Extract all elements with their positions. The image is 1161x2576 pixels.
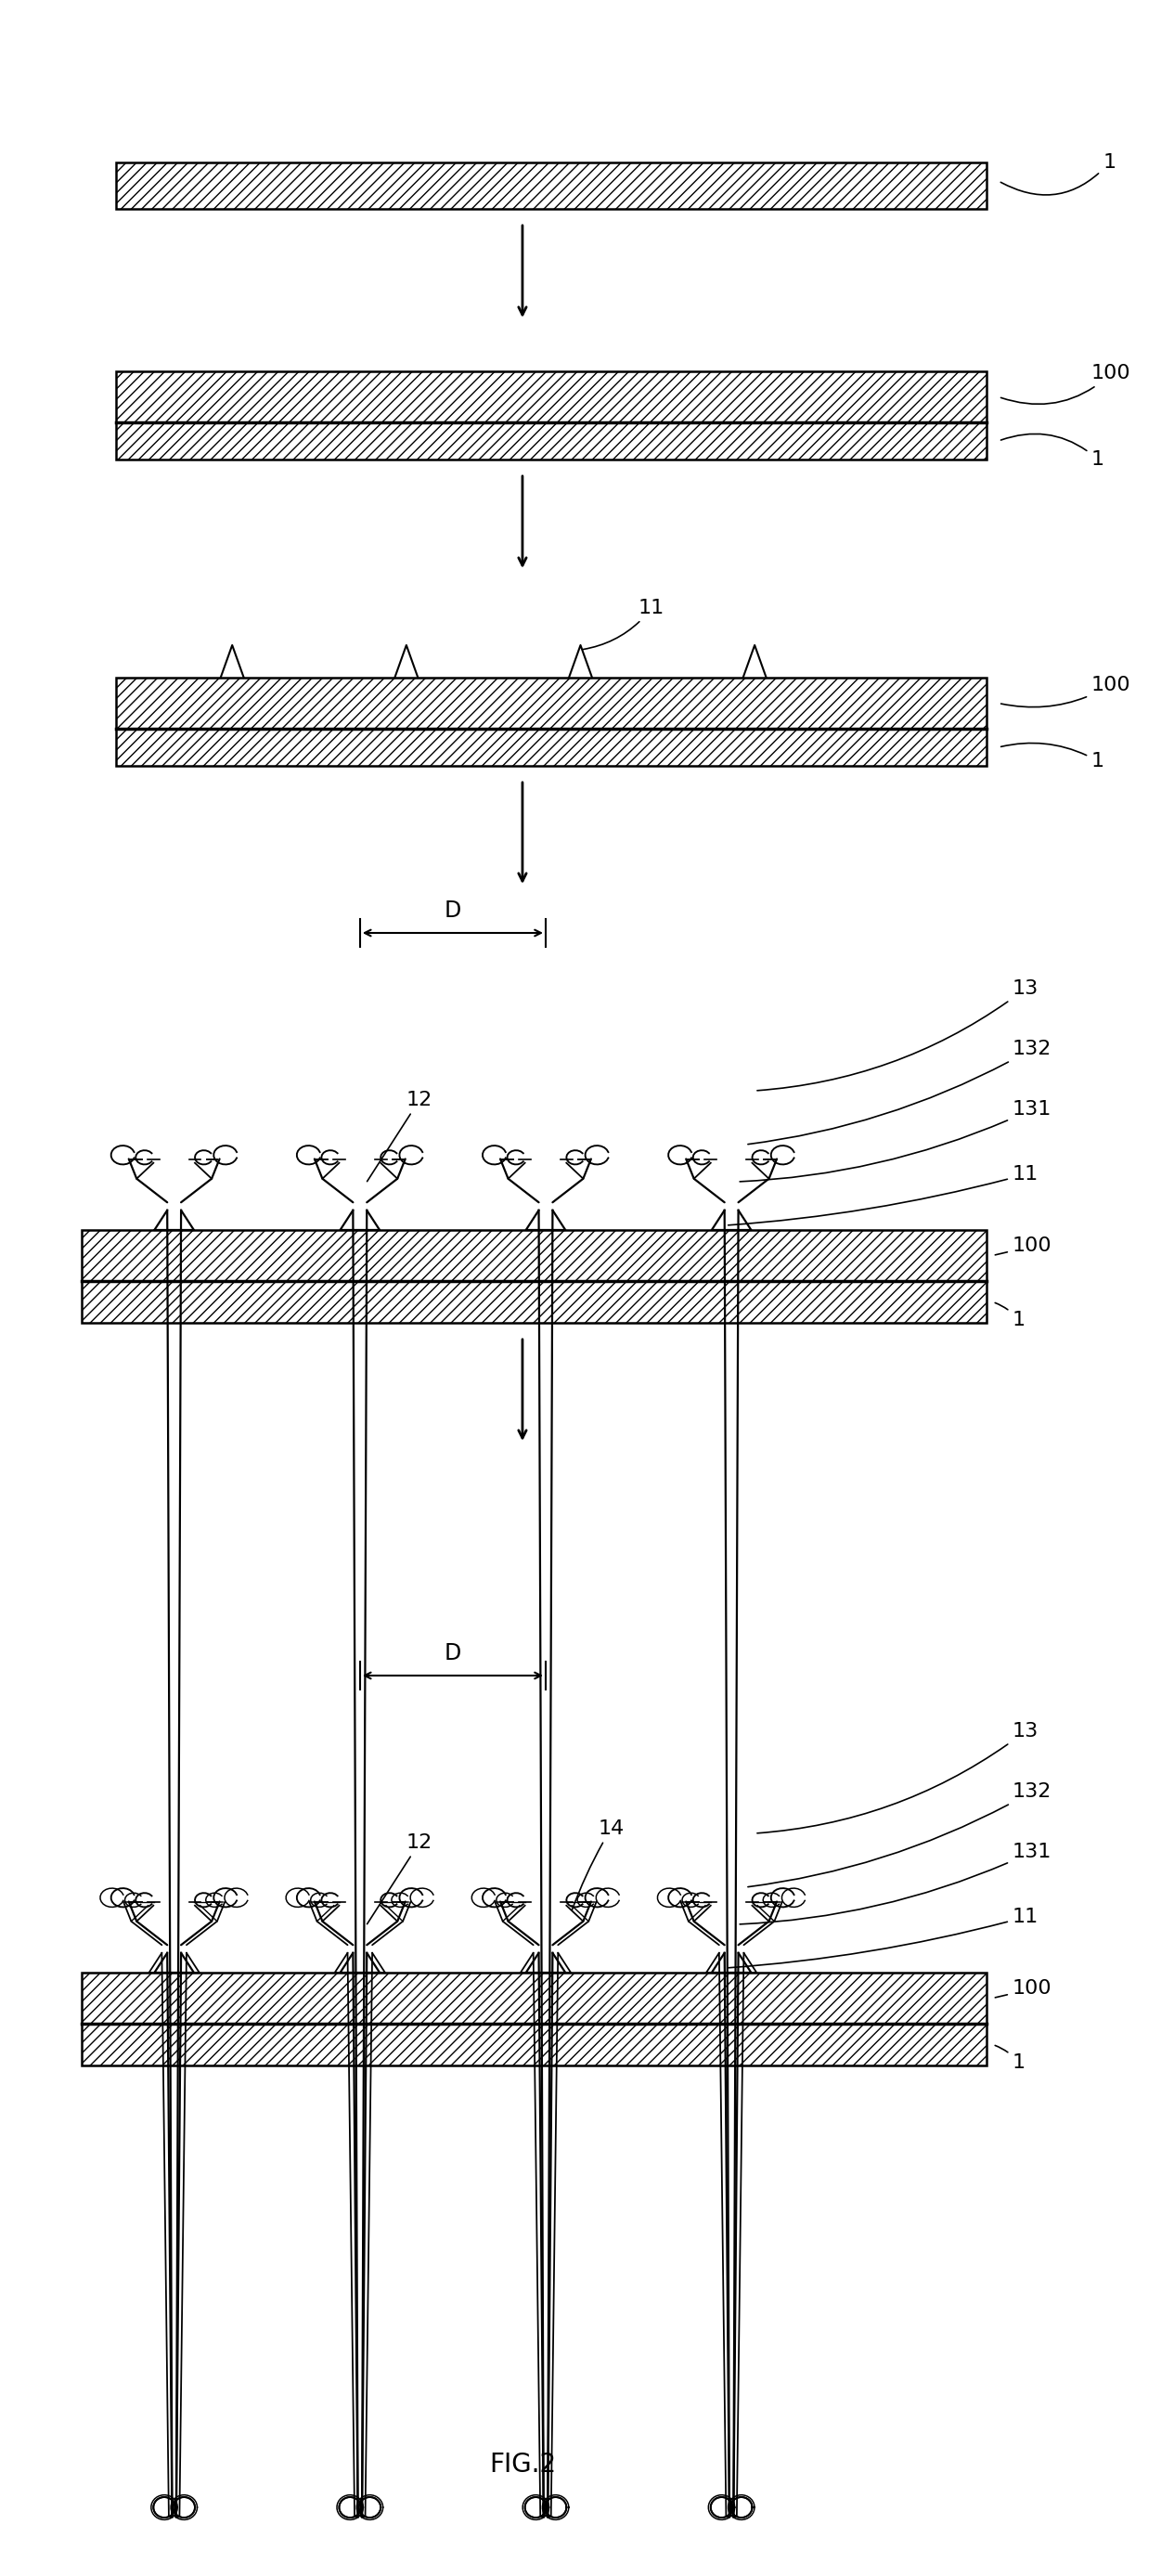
Text: 100: 100 [995,1978,1052,1999]
Text: 1: 1 [995,2045,1025,2074]
Bar [116,422,987,459]
Text: D: D [445,1641,461,1664]
Text: 14: 14 [572,1819,625,1909]
Bar [81,1280,987,1324]
Text: FIG.2: FIG.2 [489,2452,556,2478]
Text: 13: 13 [757,979,1039,1090]
Text: 1: 1 [1001,433,1104,469]
Bar [81,2025,987,2066]
Text: 100: 100 [1001,363,1131,404]
Text: 12: 12 [367,1090,433,1182]
Text: 11: 11 [728,1164,1039,1226]
Bar [81,1973,987,2025]
Text: 132: 132 [748,1783,1052,1886]
Text: 100: 100 [995,1236,1052,1255]
Text: 1: 1 [1001,152,1116,196]
Text: D: D [445,899,461,922]
Text: 11: 11 [583,598,665,649]
Text: 1: 1 [1001,742,1104,770]
Bar [116,371,987,422]
Bar [116,729,987,765]
Text: 1: 1 [995,1303,1025,1329]
Text: 132: 132 [748,1041,1052,1144]
Text: 100: 100 [1001,675,1131,706]
Text: 13: 13 [757,1721,1039,1834]
Bar [116,677,987,729]
Text: 131: 131 [740,1100,1052,1182]
Text: 11: 11 [728,1909,1039,1968]
Bar [116,162,987,209]
Text: 12: 12 [367,1834,433,1924]
Text: 131: 131 [740,1842,1052,1924]
Bar [81,1229,987,1280]
